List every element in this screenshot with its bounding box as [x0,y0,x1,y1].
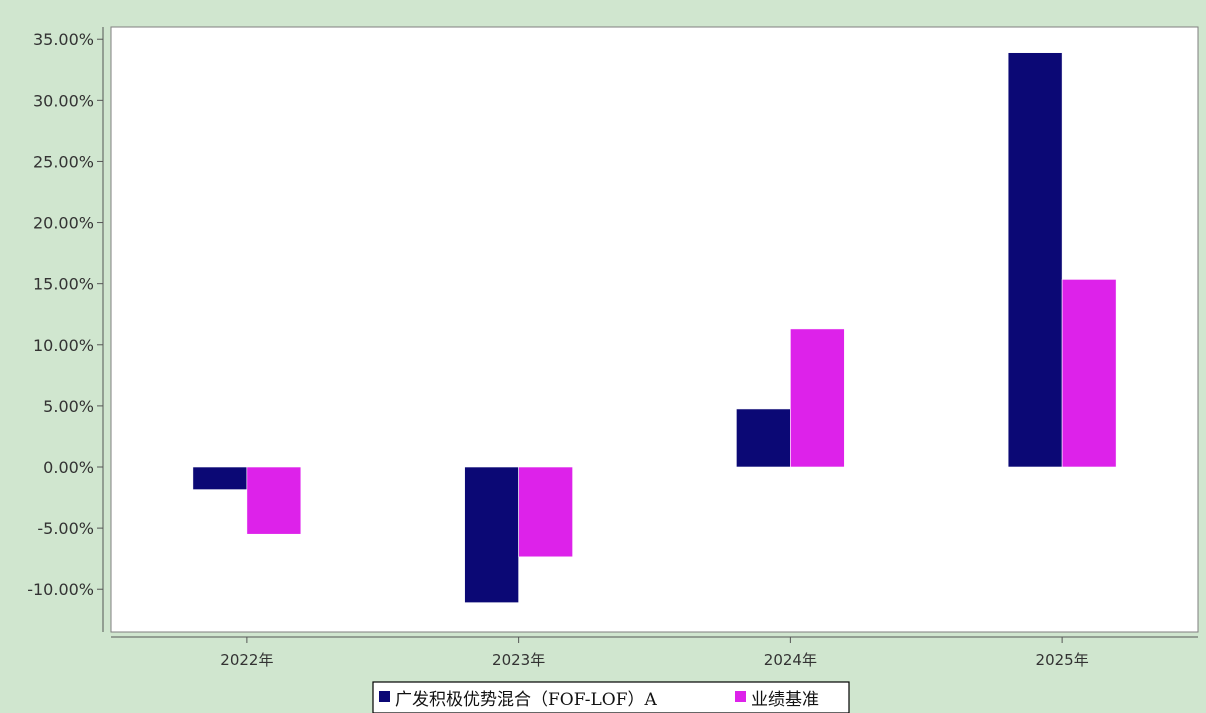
legend: 广发积极优势混合（FOF-LOF）A 业绩基准 [372,681,850,713]
x-tick-label: 2023年 [492,651,545,669]
x-tick-label: 2022年 [220,651,273,669]
y-tick-label: 5.00% [43,397,94,416]
y-tick-label: -10.00% [27,580,94,599]
y-tick-label: 25.00% [33,152,94,171]
bar-benchmark-2023年 [518,466,573,558]
x-tick-label: 2025年 [1036,651,1089,669]
y-tick-label: 35.00% [33,30,94,49]
y-tick-label: 0.00% [43,458,94,477]
legend-label-benchmark: 业绩基准 [751,690,819,710]
bar-fund-2025年 [1007,52,1063,468]
y-tick-label: -5.00% [37,519,94,538]
bar-fund-2022年 [192,466,248,490]
y-ticks: -10.00% -5.00% 0.00% 5.00% 10.00% 15.00% 20.00… [27,30,103,599]
bar-benchmark-2025年 [1061,279,1117,468]
bar-benchmark-2024年 [790,328,845,468]
bar-benchmark-2022年 [246,466,302,535]
x-tick-label: 2024年 [764,651,817,669]
y-tick-label: 20.00% [33,214,94,233]
bars-layer [192,52,1117,603]
y-tick-label: 10.00% [33,336,94,355]
legend-swatch-benchmark [735,691,746,702]
legend-box [372,681,850,713]
bar-fund-2023年 [464,466,519,603]
x-ticks: 2022年 2023年 2024年 2025年 [220,637,1089,669]
legend-swatch-fund [379,691,390,702]
legend-label-fund: 广发积极优势混合（FOF-LOF）A [395,690,658,710]
bar-fund-2024年 [736,408,791,468]
y-tick-label: 15.00% [33,275,94,294]
y-tick-label: 30.00% [33,91,94,110]
